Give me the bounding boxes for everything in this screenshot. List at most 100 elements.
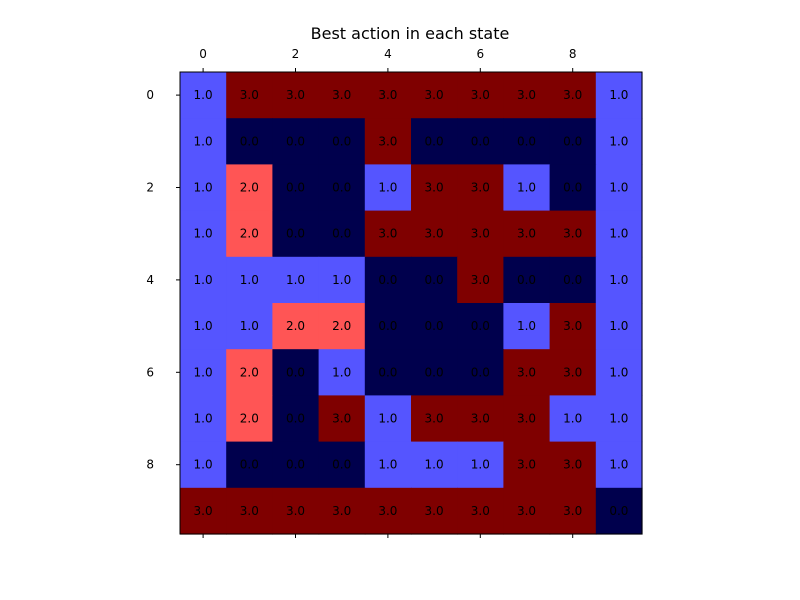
cell-value-label-r7-c1: 2.0 [240,412,259,426]
heatmap-cell-r7-c3 [318,395,366,443]
heatmap-cell-r8-c8 [549,441,597,489]
heatmap-cell-r7-c7 [503,395,551,443]
heatmap-cell-r8-c1 [226,441,273,489]
cell-value-label-r4-c0: 1.0 [194,273,213,287]
heatmap-cell-r7-c2 [272,395,320,443]
cell-value-label-r2-c2: 0.0 [286,181,305,195]
heatmap-cell-r3-c7 [503,210,551,258]
heatmap-cell-r4-c3 [318,256,366,304]
heatmap-cell-r0-c6 [457,72,504,119]
heatmap-cell-r0-c0 [180,72,227,119]
cell-value-label-r3-c6: 3.0 [471,227,490,241]
cell-value-label-r2-c6: 3.0 [471,181,490,195]
chart-title: Best action in each state [311,24,510,43]
heatmap-cell-r4-c6 [457,256,504,304]
cell-value-label-r1-c9: 1.0 [609,134,628,148]
cell-value-label-r9-c3: 3.0 [332,504,351,518]
heatmap-cell-r7-c5 [411,395,458,443]
heatmap-cell-r2-c9 [595,164,643,212]
cell-value-label-r4-c9: 1.0 [609,273,628,287]
heatmap-cell-r4-c4 [364,256,412,304]
heatmap-cell-r1-c9 [595,118,643,165]
cell-value-label-r9-c1: 3.0 [240,504,259,518]
heatmap-cell-r0-c8 [549,72,597,119]
heatmap-cell-r3-c9 [595,210,643,258]
heatmap-cell-r9-c9 [595,487,643,535]
heatmap-cell-r0-c2 [272,72,320,119]
heatmap-cell-r2-c1 [226,164,273,212]
heatmap-cell-r1-c0 [180,118,227,165]
cell-value-label-r5-c7: 1.0 [517,319,536,333]
heatmap-cell-r5-c4 [364,303,412,350]
cell-value-label-r6-c6: 0.0 [471,365,490,379]
heatmap-cell-r1-c5 [411,118,458,165]
cell-value-label-r2-c0: 1.0 [194,181,213,195]
heatmap-cell-r2-c5 [411,164,458,212]
heatmap-cell-r7-c8 [549,395,597,443]
cell-value-label-r2-c8: 0.0 [563,181,582,195]
cell-value-label-r8-c9: 1.0 [609,458,628,472]
cell-value-label-r4-c2: 1.0 [286,273,305,287]
cell-value-label-r3-c4: 3.0 [378,227,397,241]
heatmap-cell-r4-c7 [503,256,551,304]
cell-value-label-r5-c1: 1.0 [240,319,259,333]
heatmap-cell-r0-c7 [503,72,551,119]
cell-value-label-r3-c8: 3.0 [563,227,582,241]
cell-value-label-r8-c1: 0.0 [240,458,259,472]
cell-value-label-r0-c4: 3.0 [378,88,397,102]
cell-value-label-r5-c4: 0.0 [378,319,397,333]
heatmap-cell-r3-c3 [318,210,366,258]
heatmap-cell-r1-c4 [364,118,412,165]
cell-value-label-r7-c6: 3.0 [471,412,490,426]
cell-value-label-r8-c3: 0.0 [332,458,351,472]
cell-value-label-r9-c2: 3.0 [286,504,305,518]
cell-value-label-r4-c4: 0.0 [378,273,397,287]
heatmap-cell-r5-c8 [549,303,597,350]
heatmap-cell-r4-c0 [180,256,227,304]
heatmap-cell-labels: 1.0 3.0 3.0 3.0 3.0 3.0 3.0 3.0 3.0 1.0 1.0 0.0 0.0 0… [194,88,629,518]
cell-value-label-r3-c0: 1.0 [194,227,213,241]
heatmap-cell-r5-c5 [411,303,458,350]
heatmap-cell-r2-c8 [549,164,597,212]
cell-value-label-r2-c7: 1.0 [517,181,536,195]
cell-value-label-r5-c8: 3.0 [563,319,582,333]
heatmap-cell-r1-c8 [549,118,597,165]
cell-value-label-r3-c1: 2.0 [240,227,259,241]
heatmap-cell-r9-c2 [272,487,320,535]
cell-value-label-r5-c0: 1.0 [194,319,213,333]
heatmap-cell-r4-c9 [595,256,643,304]
cell-value-label-r8-c5: 1.0 [425,458,444,472]
cell-value-label-r9-c0: 3.0 [194,504,213,518]
cell-value-label-r9-c7: 3.0 [517,504,536,518]
heatmap-cell-r8-c4 [364,441,412,489]
cell-value-label-r9-c4: 3.0 [378,504,397,518]
heatmap-cells [180,72,643,535]
heatmap-cell-r7-c1 [226,395,273,443]
heatmap-cell-r3-c6 [457,210,504,258]
cell-value-label-r0-c6: 3.0 [471,88,490,102]
heatmap-cell-r1-c3 [318,118,366,165]
heatmap-cell-r4-c2 [272,256,320,304]
heatmap-cell-r0-c9 [595,72,643,119]
heatmap-cell-r8-c0 [180,441,227,489]
cell-value-label-r8-c4: 1.0 [378,458,397,472]
heatmap-cell-r2-c2 [272,164,320,212]
heatmap-cell-r2-c6 [457,164,504,212]
cell-value-label-r2-c3: 0.0 [332,181,351,195]
cell-value-label-r4-c7: 0.0 [517,273,536,287]
heatmap-cell-r1-c1 [226,118,273,165]
heatmap-cell-r8-c9 [595,441,643,489]
y-tick-label-2: 2 [146,181,154,195]
cell-value-label-r1-c8: 0.0 [563,134,582,148]
heatmap-cell-r8-c7 [503,441,551,489]
cell-value-label-r5-c5: 0.0 [425,319,444,333]
cell-value-label-r4-c8: 0.0 [563,273,582,287]
heatmap-cell-r6-c0 [180,349,227,396]
cell-value-label-r4-c5: 0.0 [425,273,444,287]
cell-value-label-r4-c1: 1.0 [240,273,259,287]
y-tick-label-8: 8 [146,458,154,472]
heatmap-cell-r7-c9 [595,395,643,443]
heatmap-cell-r1-c6 [457,118,504,165]
heatmap-cell-r5-c0 [180,303,227,350]
